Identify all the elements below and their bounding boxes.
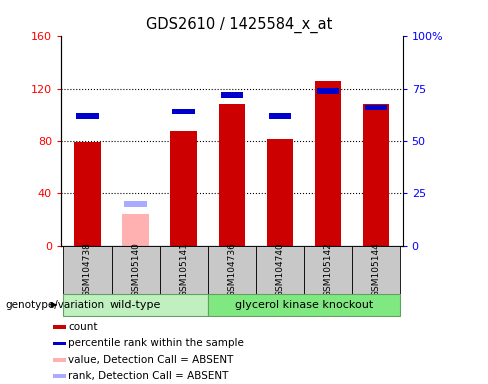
- Bar: [53, 358, 66, 362]
- Bar: [74, 142, 101, 246]
- Text: GSM105141: GSM105141: [179, 242, 188, 297]
- Text: count: count: [68, 322, 98, 332]
- Bar: [63, 294, 208, 316]
- Text: glycerol kinase knockout: glycerol kinase knockout: [235, 300, 373, 310]
- Text: GSM104738: GSM104738: [83, 242, 92, 297]
- Bar: [221, 93, 243, 98]
- Bar: [122, 214, 149, 246]
- Bar: [219, 104, 245, 246]
- Bar: [304, 246, 352, 294]
- Bar: [317, 88, 339, 94]
- Bar: [112, 246, 160, 294]
- Bar: [170, 131, 197, 246]
- Bar: [266, 139, 293, 246]
- Bar: [63, 246, 112, 294]
- Bar: [208, 246, 256, 294]
- Text: GSM104736: GSM104736: [227, 242, 236, 297]
- Text: wild-type: wild-type: [110, 300, 161, 310]
- Bar: [160, 246, 208, 294]
- Bar: [172, 109, 195, 114]
- Text: GSM105144: GSM105144: [372, 242, 381, 297]
- Text: value, Detection Call = ABSENT: value, Detection Call = ABSENT: [68, 354, 234, 365]
- Bar: [269, 113, 291, 119]
- Bar: [208, 294, 400, 316]
- Bar: [256, 246, 304, 294]
- Bar: [53, 341, 66, 345]
- Text: GSM105142: GSM105142: [324, 242, 332, 297]
- Bar: [76, 113, 99, 119]
- Bar: [365, 105, 387, 110]
- Bar: [315, 81, 341, 246]
- Text: percentile rank within the sample: percentile rank within the sample: [68, 338, 244, 348]
- Bar: [124, 201, 147, 207]
- Text: GSM105140: GSM105140: [131, 242, 140, 297]
- Bar: [53, 325, 66, 329]
- Text: rank, Detection Call = ABSENT: rank, Detection Call = ABSENT: [68, 371, 229, 381]
- Text: genotype/variation: genotype/variation: [5, 300, 104, 310]
- Text: GSM104740: GSM104740: [275, 242, 285, 297]
- Text: GDS2610 / 1425584_x_at: GDS2610 / 1425584_x_at: [146, 17, 332, 33]
- Bar: [352, 246, 400, 294]
- Bar: [363, 104, 389, 246]
- Bar: [53, 374, 66, 378]
